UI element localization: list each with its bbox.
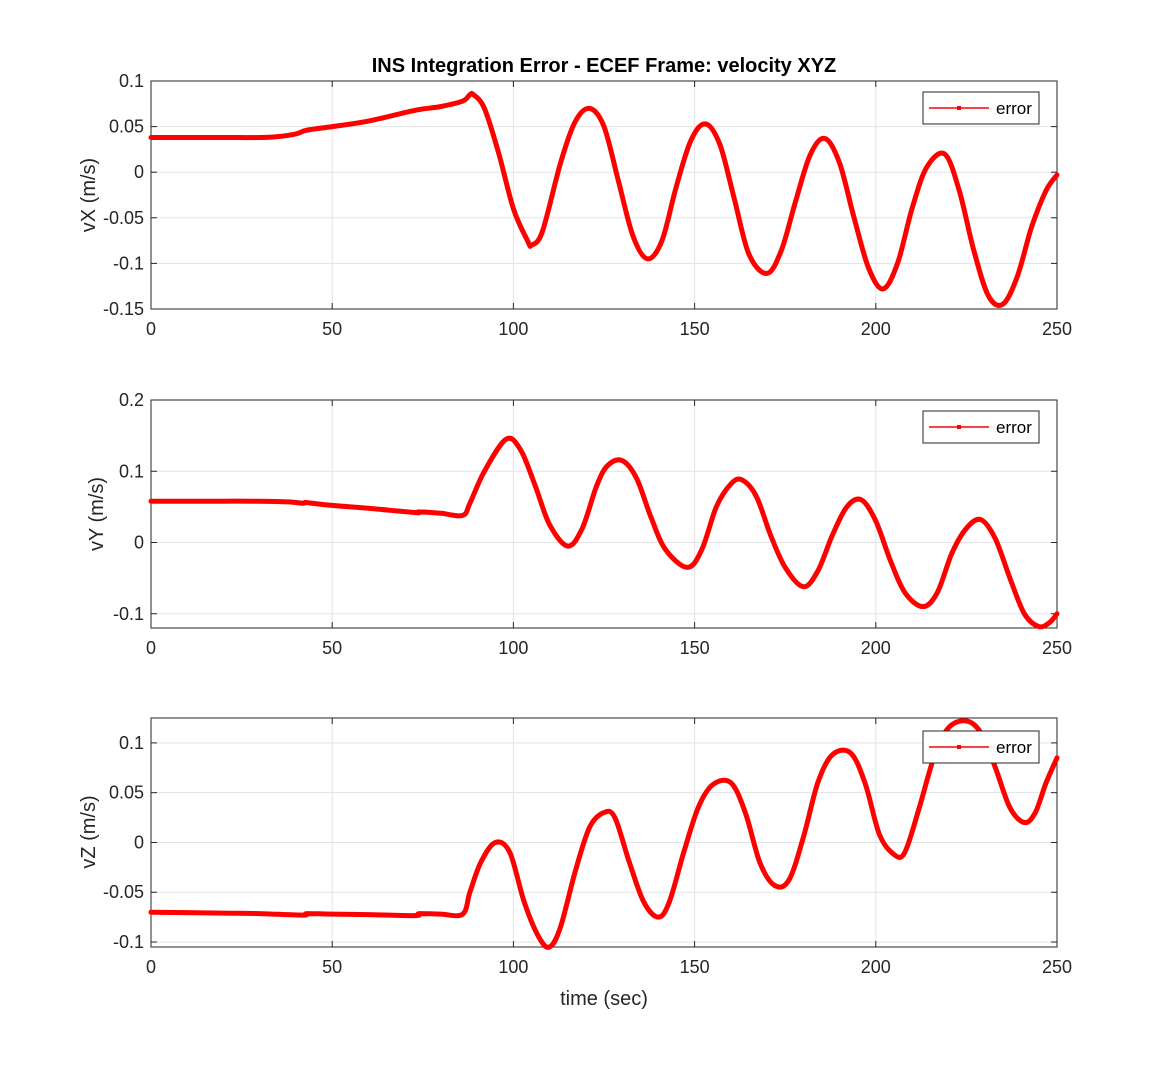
legend-label-error: error bbox=[996, 738, 1032, 757]
x-tick-label: 150 bbox=[680, 638, 710, 658]
y-tick-label: 0 bbox=[134, 832, 144, 852]
x-tick-label: 100 bbox=[498, 957, 528, 977]
x-tick-label: 100 bbox=[498, 319, 528, 339]
x-tick-label: 200 bbox=[861, 957, 891, 977]
x-tick-label: 0 bbox=[146, 957, 156, 977]
axes-box bbox=[150, 399, 1058, 629]
series-layer bbox=[148, 90, 1060, 309]
series-line-error bbox=[148, 90, 1060, 309]
subplot-vz: 0 50 100 150 200 250 -0.1 -0.05 0 0.05 0.1 vZ (m/s… bbox=[78, 717, 1072, 1010]
x-axis-label: time (sec) bbox=[560, 988, 648, 1010]
tick-layer: 0 50 100 150 200 250-0.100.10.2 bbox=[113, 390, 1072, 658]
y-tick-label: 0 bbox=[134, 533, 144, 553]
tick-layer: 0 50 100 150 200 250 -0.15 -0.1 -0.05 0 0.05 0.1 bbox=[103, 71, 1072, 339]
y-tick-label: -0.15 bbox=[103, 299, 144, 319]
x-tick-label: 100 bbox=[498, 638, 528, 658]
y-axis-label: vZ (m/s) bbox=[78, 795, 100, 868]
x-tick-label: 50 bbox=[322, 957, 342, 977]
tick-layer: 0 50 100 150 200 250 -0.1 -0.05 0 0.05 0.1 bbox=[103, 718, 1072, 977]
legend: error bbox=[922, 410, 1040, 444]
x-tick-label: 0 bbox=[146, 319, 156, 339]
y-tick-label: -0.05 bbox=[103, 882, 144, 902]
series-layer bbox=[148, 435, 1060, 630]
x-tick-label: 50 bbox=[322, 638, 342, 658]
y-tick-label: -0.1 bbox=[113, 604, 144, 624]
x-tick-label: 250 bbox=[1042, 319, 1072, 339]
y-axis-label: vY (m/s) bbox=[86, 477, 108, 551]
legend-label-error: error bbox=[996, 99, 1032, 118]
x-tick-label: 250 bbox=[1042, 957, 1072, 977]
y-tick-label: 0.1 bbox=[119, 71, 144, 91]
y-tick-label: -0.05 bbox=[103, 208, 144, 228]
x-tick-label: 200 bbox=[861, 319, 891, 339]
subplot-vy: 0 50 100 150 200 250-0.100.10.2 vY (m/s) erro… bbox=[86, 390, 1072, 658]
y-tick-label: -0.1 bbox=[113, 253, 144, 273]
y-tick-label: 0.05 bbox=[109, 783, 144, 803]
legend-marker-error bbox=[957, 425, 961, 429]
legend: error bbox=[922, 91, 1040, 125]
subplot-vx: 0 50 100 150 200 250 -0.15 -0.1 -0.05 0 0.05 0.1 vX… bbox=[78, 71, 1072, 339]
y-tick-label: 0.1 bbox=[119, 733, 144, 753]
x-tick-label: 50 bbox=[322, 319, 342, 339]
legend: error bbox=[922, 730, 1040, 764]
y-tick-label: 0 bbox=[134, 162, 144, 182]
y-tick-label: 0.05 bbox=[109, 117, 144, 137]
chart-title: INS Integration Error - ECEF Frame: velo… bbox=[372, 55, 837, 77]
axes-box bbox=[150, 717, 1058, 948]
x-tick-label: 150 bbox=[680, 957, 710, 977]
legend-label-error: error bbox=[996, 418, 1032, 437]
y-tick-label: 0.1 bbox=[119, 461, 144, 481]
y-tick-label: 0.2 bbox=[119, 390, 144, 410]
x-tick-label: 200 bbox=[861, 638, 891, 658]
x-tick-label: 150 bbox=[680, 319, 710, 339]
y-tick-label: -0.1 bbox=[113, 932, 144, 952]
series-line-error bbox=[148, 435, 1060, 630]
x-tick-label: 250 bbox=[1042, 638, 1072, 658]
x-tick-label: 0 bbox=[146, 638, 156, 658]
axes-box bbox=[150, 80, 1058, 310]
legend-marker-error bbox=[957, 106, 961, 110]
y-axis-label: vX (m/s) bbox=[78, 158, 100, 232]
legend-marker-error bbox=[957, 745, 961, 749]
